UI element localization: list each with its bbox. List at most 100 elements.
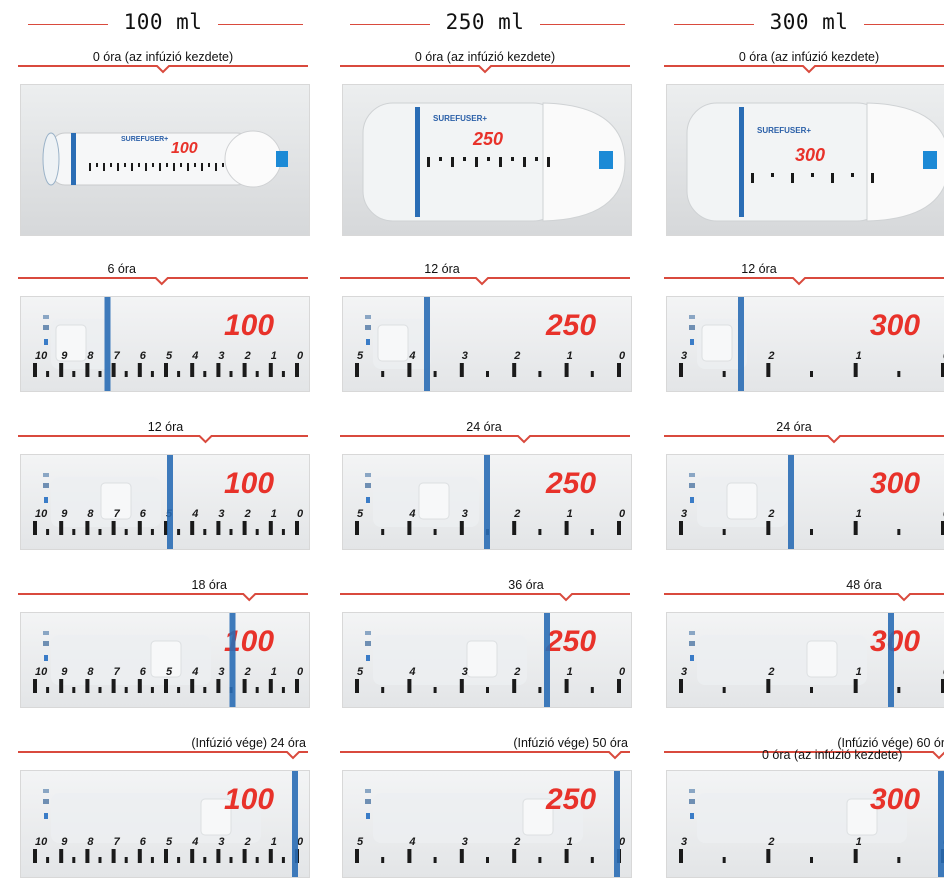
scale-tick-label: 1 [567,508,573,520]
stage-tab-line [18,277,308,286]
scale-closeup-photo: 250 5 4 3 2 1 0 [342,612,632,708]
scale-tick-label: 2 [244,836,251,848]
scale-tick-label: 0 [297,666,304,678]
scale-tick-label: 5 [357,350,364,362]
scale-tick-label: 10 [35,350,48,362]
scale-volume-number: 300 [870,783,920,816]
scale-closeup-photo: 3003210 [666,296,944,392]
stage-label: 18 óra [191,578,227,592]
header-rule-right [218,24,303,25]
scale-volume-number: 250 [545,625,596,658]
column-header: 300 ml [664,8,944,40]
stage-tab-line [340,435,630,444]
scale-tick-label: 5 [357,836,364,848]
scale-tick-label: 3 [462,836,468,848]
scale-tick-label: 3 [462,666,468,678]
scale-volume-number: 100 [224,467,274,500]
scale-volume-number: 300 [870,625,920,658]
scale-tick-label: 3 [462,508,468,520]
scale-tick-label: 4 [408,508,415,520]
stage-tab-line [664,751,944,760]
scale-tick-label: 0 [619,508,626,520]
device-volume-number: 250 [472,129,503,149]
scale-tick-label: 4 [408,836,415,848]
scale-volume-number: 250 [545,467,596,500]
scale-tick-label: 1 [271,508,277,520]
scale-tick-label: 0 [297,508,304,520]
scale-closeup-photo: 3003210 [666,454,944,550]
scale-tick-label: 3 [218,666,224,678]
scale-tick-label: 3 [681,508,687,520]
scale-tick-label: 2 [513,350,520,362]
scale-tick-label: 5 [357,508,364,520]
scale-tick-label: 4 [191,836,198,848]
stage-tab-line [340,751,630,760]
scale-tick-label: 3 [681,666,687,678]
stage-tab-line [664,435,944,444]
stage-tab-line [18,593,308,602]
scale-volume-number: 300 [870,467,920,500]
scale-tick-label: 1 [567,666,573,678]
scale-tick-label: 6 [140,666,147,678]
stage-tab-line [664,593,944,602]
scale-tick-label: 3 [462,350,468,362]
scale-tick-label: 3 [218,836,224,848]
stage-label: 36 óra [508,578,544,592]
scale-tick-label: 2 [513,508,520,520]
scale-tick-label: 4 [191,666,198,678]
column-title: 100 ml [123,10,203,34]
header-rule-left [674,24,754,25]
stage-label: 0 óra (az infúzió kezdete) [738,50,880,64]
stage-tab-line [18,435,308,444]
scale-volume-number: 300 [870,309,920,342]
stage-tab-line [664,65,944,74]
scale-tick-label: 2 [244,666,251,678]
scale-tick-label: 1 [271,350,277,362]
scale-tick-label: 9 [61,836,68,848]
scale-tick-label: 4 [191,350,198,362]
column-header: 100 ml [18,8,308,40]
scale-tick-label: 10 [35,508,48,520]
scale-volume-number: 250 [545,309,596,342]
stage-overlay-label: 0 óra (az infúzió kezdete) [762,748,903,762]
scale-tick-label: 2 [767,508,774,520]
device-brand: SUREFUSER+ [121,136,168,143]
scale-tick-label: 9 [61,508,68,520]
scale-tick-label: 0 [619,666,626,678]
column-100-ml: 100 ml 0 óra (az infúzió kezdete) 100 SUREF… [18,0,310,878]
device-brand: SUREFUSER+ [757,126,811,135]
scale-closeup-photo: 3003210 [666,770,944,878]
scale-tick-label: 7 [114,508,121,520]
column-title: 300 ml [769,10,849,34]
scale-tick-label: 7 [114,666,121,678]
device-volume-number: 100 [171,140,198,157]
scale-closeup-photo: 3003210 [666,612,944,708]
scale-tick-label: 1 [856,836,862,848]
stage-label: 24 óra [776,420,812,434]
stage-label: (Infúzió vége) 60 óra [837,736,944,750]
device-photo: 300 SUREFUSER+ [666,84,944,236]
device-volume-number: 300 [795,145,825,165]
scale-tick-label: 1 [856,350,862,362]
scale-tick-label: 6 [140,836,147,848]
column-header: 250 ml [340,8,630,40]
scale-tick-label: 9 [61,666,68,678]
stage-label: 24 óra [466,420,502,434]
stage-tab-line [340,277,630,286]
scale-tick-label: 1 [271,836,277,848]
scale-tick-label: 2 [513,666,520,678]
stage-tab-line [664,277,944,286]
column-title: 250 ml [445,10,525,34]
scale-tick-label: 8 [87,350,94,362]
scale-tick-label: 10 [35,836,48,848]
scale-tick-label: 1 [856,666,862,678]
scale-tick-label: 2 [767,836,774,848]
scale-tick-label: 7 [114,836,121,848]
stage-label: (Infúzió vége) 50 óra [513,736,628,750]
scale-tick-label: 4 [408,350,415,362]
scale-tick-label: 6 [140,350,147,362]
scale-closeup-photo: 250 5 4 3 2 1 0 [342,296,632,392]
